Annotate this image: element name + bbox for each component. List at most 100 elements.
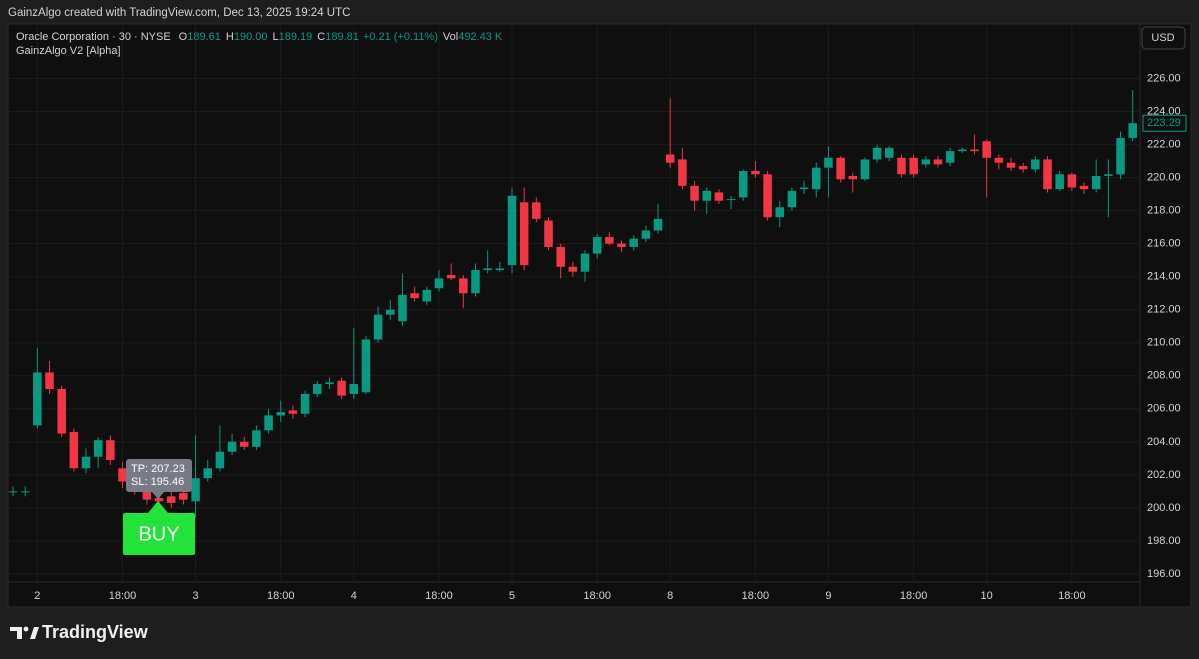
candle-body <box>81 456 91 469</box>
last-price-box <box>1142 114 1187 132</box>
buy-label: BUY <box>138 523 179 545</box>
y-tick-label: 200.00 <box>1147 502 1181 514</box>
candle-body <box>8 491 18 493</box>
candle-body <box>45 372 54 389</box>
brand-name: TradingView <box>42 622 149 642</box>
legend-volume-value: 492.43 K <box>458 31 503 43</box>
candle-body <box>824 157 833 168</box>
candle-body <box>33 372 42 426</box>
currency-label: USD <box>1151 32 1174 44</box>
legend-value: 189.81 <box>325 31 359 43</box>
candle-body <box>714 192 724 201</box>
legend-value: 189.19 <box>279 31 313 43</box>
candle-body <box>970 149 979 152</box>
logo-mark <box>10 627 22 639</box>
x-tick-label: 2 <box>34 590 40 602</box>
candle-body <box>312 384 322 394</box>
candle-body <box>459 278 468 294</box>
y-tick-label: 196.00 <box>1147 568 1181 580</box>
candle-body <box>495 268 505 271</box>
candle-body <box>848 175 858 180</box>
x-tick-label: 18:00 <box>425 590 453 602</box>
candle-body <box>653 218 663 231</box>
y-tick-label: 198.00 <box>1147 535 1181 547</box>
candle-body <box>154 497 164 502</box>
candle-body <box>933 159 943 165</box>
candle-body <box>93 440 103 457</box>
x-tick-label: 3 <box>192 590 198 602</box>
candle-body <box>179 493 188 500</box>
stop-loss: SL: 195.46 <box>131 476 184 488</box>
candle-body <box>20 491 30 493</box>
legend-volume-key: Vol <box>443 31 458 43</box>
buy-arrow <box>148 501 168 513</box>
legend: Oracle Corporation · 30 · NYSE O189.61 H19… <box>16 31 503 43</box>
candle-body <box>373 314 383 340</box>
candle-body <box>118 468 127 482</box>
candle-body <box>1067 174 1077 188</box>
logo-slash <box>30 627 39 639</box>
x-tick-label: 5 <box>509 590 515 602</box>
candle-body <box>1104 174 1113 176</box>
candle-body <box>1018 166 1028 170</box>
tooltip-box <box>126 459 192 492</box>
legend-key: L <box>273 31 279 43</box>
x-tick-label: 18:00 <box>1058 590 1086 602</box>
x-tick-label: 18:00 <box>742 590 770 602</box>
last-price-label: 223.29 <box>1147 117 1181 129</box>
candle-body <box>386 309 395 315</box>
candle-body <box>690 185 699 201</box>
y-tick-label: 214.00 <box>1147 271 1181 283</box>
candle-body <box>276 412 286 416</box>
candle-body <box>300 393 310 414</box>
candle-body <box>702 190 711 201</box>
candle-body <box>1079 185 1089 190</box>
candle-body <box>641 230 651 239</box>
candle-body <box>1116 137 1125 175</box>
indicator-name: GainzAlgo V2 [Alpha] <box>16 45 121 57</box>
legend-key: O <box>179 31 188 43</box>
y-tick-label: 206.00 <box>1147 403 1181 415</box>
y-tick-label: 202.00 <box>1147 469 1181 481</box>
candle-body <box>897 157 906 175</box>
x-tick-label: 9 <box>825 590 831 602</box>
candle-body <box>1091 175 1101 190</box>
x-tick-label: 18:00 <box>900 590 928 602</box>
y-tick-label: 226.00 <box>1147 72 1181 84</box>
y-tick-label: 212.00 <box>1147 304 1181 316</box>
candle-body <box>507 195 517 266</box>
x-tick-label: 18:00 <box>583 590 611 602</box>
x-tick-label: 4 <box>351 590 357 602</box>
y-tick-label: 218.00 <box>1147 205 1181 217</box>
candle-body <box>860 159 870 180</box>
candle-body <box>921 159 931 165</box>
candle-body <box>1006 162 1016 168</box>
candle-body <box>799 187 809 190</box>
candle-body <box>556 246 565 267</box>
brand: TradingView <box>10 622 149 642</box>
logo-dot <box>23 626 29 632</box>
currency-button[interactable] <box>1141 26 1186 50</box>
candle-body <box>57 388 66 434</box>
candle-body <box>446 275 456 279</box>
x-tick-label: 18:00 <box>267 590 295 602</box>
candle-body <box>738 170 748 198</box>
candle-body <box>288 410 298 414</box>
candle-body <box>1128 123 1137 138</box>
candle-body <box>215 451 225 469</box>
candle-body <box>775 207 785 218</box>
candle-body <box>751 170 760 175</box>
x-tick-label: 10 <box>981 590 993 602</box>
candle-body <box>227 441 237 452</box>
candle-body <box>325 382 334 385</box>
candle-body <box>471 270 480 294</box>
candle-body <box>337 380 346 396</box>
candle-body <box>568 266 578 272</box>
candle-body <box>264 415 273 431</box>
legend-value: 189.61 <box>187 31 221 43</box>
candle-body <box>787 190 797 208</box>
candle-body <box>885 147 894 158</box>
candle-body <box>726 199 736 201</box>
y-tick-label: 222.00 <box>1147 138 1181 150</box>
